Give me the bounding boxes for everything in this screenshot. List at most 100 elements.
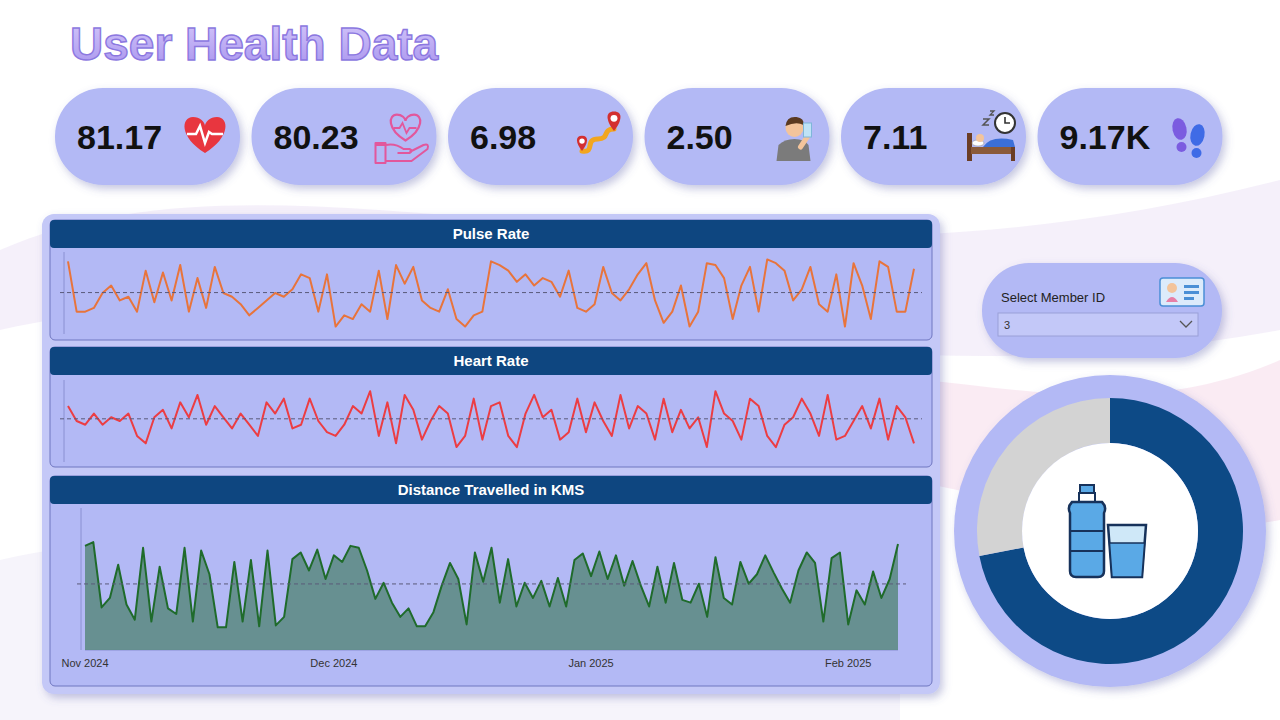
kpi-icon xyxy=(577,111,621,151)
chart-panel: Distance Travelled in KMS Nov 2024 Dec 202… xyxy=(50,476,932,686)
y-axis-line xyxy=(81,508,82,650)
icon-clock-hands xyxy=(1005,117,1010,123)
y-axis-line xyxy=(64,380,65,462)
kpi-value: 9.17K xyxy=(1060,118,1151,156)
kpi-card-bg xyxy=(841,88,1026,185)
plot-marks xyxy=(85,542,898,650)
panel-bg xyxy=(50,347,932,467)
slicer-card xyxy=(982,263,1222,358)
icon-card xyxy=(1160,278,1204,306)
icon-bed-frame xyxy=(971,147,1015,154)
panel-bg xyxy=(50,476,932,686)
area-fill xyxy=(85,542,898,650)
kpi-icon xyxy=(1170,117,1206,158)
icon-bottle xyxy=(1069,502,1105,577)
chart-title: Pulse Rate xyxy=(453,225,530,242)
slicer-dropdown[interactable]: 3 xyxy=(998,313,1198,336)
icon-glass xyxy=(804,123,812,137)
icon-line xyxy=(1184,297,1194,300)
icon-body xyxy=(1166,297,1178,302)
panel-header xyxy=(50,220,932,248)
icon-line xyxy=(1184,291,1199,294)
kpi-card-bg xyxy=(55,88,240,185)
kpi-value: 81.17 xyxy=(77,118,162,156)
series-line xyxy=(85,542,898,627)
panel-bg xyxy=(50,220,932,340)
donut-card xyxy=(954,375,1266,687)
dropdown-chevron[interactable] xyxy=(1180,321,1192,327)
icon-heel xyxy=(1192,148,1202,158)
icon-bottle-band xyxy=(1070,530,1104,532)
kpi-value: 80.23 xyxy=(274,118,359,156)
icon-bottle-band xyxy=(1070,550,1104,552)
icon-pin-dot xyxy=(611,115,618,122)
icon-pin xyxy=(608,111,621,131)
kpi-card-bg xyxy=(645,88,830,185)
member-slicer: Select Member ID 3 xyxy=(982,263,1222,358)
kpi-value: 2.50 xyxy=(667,118,733,156)
water-icon xyxy=(1069,485,1146,577)
dashboard: User Health Data 81.17 80.23 6.98 2.50 7.11 9.… xyxy=(0,0,1280,720)
kpi-card: 9.17K xyxy=(1038,88,1223,185)
icon-foot xyxy=(1188,123,1206,147)
kpi-card: 7.11 xyxy=(841,88,1026,185)
icon-blanket xyxy=(983,139,1015,147)
icon-heart xyxy=(184,117,225,153)
icon-heel xyxy=(1177,142,1187,152)
icon-bed-leg xyxy=(1011,147,1015,161)
icon-glass-water xyxy=(1110,543,1145,577)
slicer-label: Select Member ID xyxy=(1001,290,1105,305)
icon-z xyxy=(990,111,994,115)
icon-bottle-neck xyxy=(1079,493,1095,502)
icon-glass xyxy=(1108,525,1146,577)
kpi-card: 6.98 xyxy=(448,88,633,185)
x-tick-label: Jan 2025 xyxy=(568,657,613,669)
kpi-icon xyxy=(777,117,812,161)
kpi-card: 2.50 xyxy=(645,88,830,185)
chart-panel: Pulse Rate xyxy=(50,220,932,340)
x-tick-label: Dec 2024 xyxy=(310,657,357,669)
donut-chart xyxy=(954,375,1266,687)
kpi-icon xyxy=(376,115,429,163)
kpi-value: 7.11 xyxy=(863,118,927,156)
dropdown-value[interactable]: 3 xyxy=(1004,319,1010,331)
x-tick-label: Nov 2024 xyxy=(61,657,108,669)
icon-line xyxy=(1184,285,1199,288)
x-tick-label: Feb 2025 xyxy=(825,657,871,669)
icon-hand xyxy=(376,143,429,163)
chart-title: Heart Rate xyxy=(453,352,528,369)
kpi-card: 81.17 xyxy=(55,88,240,185)
icon-pin xyxy=(577,136,587,151)
icon-heart-outline xyxy=(391,115,421,141)
background xyxy=(0,0,1280,720)
icon-pin-dot xyxy=(579,138,584,143)
dashboard-title: User Health Data xyxy=(70,18,439,70)
icon-foot xyxy=(1170,117,1188,141)
icon-bottle-cap xyxy=(1080,485,1094,493)
kpi-value: 6.98 xyxy=(470,118,536,156)
icon-hair xyxy=(786,117,804,126)
kpi-icon xyxy=(184,117,225,153)
charts-container xyxy=(42,214,940,694)
donut-hole xyxy=(1022,443,1198,619)
chart-panel: Heart Rate xyxy=(50,347,932,467)
icon-sleeper xyxy=(976,134,984,142)
average-line xyxy=(60,292,922,293)
kpi-card-bg xyxy=(252,88,437,185)
panel-header xyxy=(50,347,932,375)
dropdown-box[interactable] xyxy=(998,313,1198,336)
id-icon xyxy=(1160,278,1204,306)
panel-header xyxy=(50,476,932,504)
average-line xyxy=(77,583,906,584)
kpi-card-bg xyxy=(448,88,633,185)
icon-pulse xyxy=(187,126,223,143)
kpi-icon xyxy=(967,111,1015,161)
average-line xyxy=(60,418,922,419)
icon-pulse xyxy=(394,123,417,133)
kpi-card-bg xyxy=(1038,88,1223,185)
icon-clock xyxy=(995,113,1015,133)
kpi-card: 80.23 xyxy=(252,88,437,185)
chart-title: Distance Travelled in KMS xyxy=(398,481,585,498)
icon-z xyxy=(983,119,989,125)
icon-face xyxy=(1167,283,1177,293)
